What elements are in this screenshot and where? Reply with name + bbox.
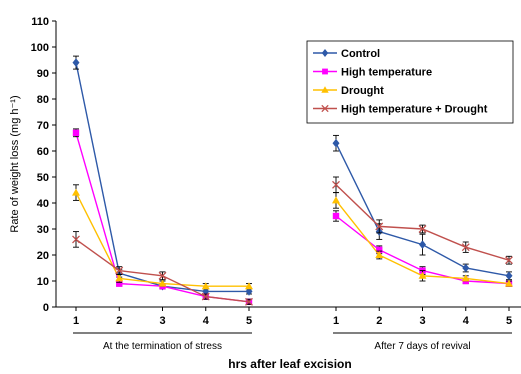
- data-point: [419, 240, 426, 249]
- data-point: [72, 188, 80, 196]
- y-tick-label: 60: [37, 146, 49, 158]
- data-point: [505, 279, 513, 287]
- series-line: [75, 238, 250, 303]
- legend-label: High temperature + Drought: [341, 104, 488, 116]
- x-tick-label: 1: [73, 315, 79, 327]
- data-point: [375, 222, 384, 231]
- x-tick-label: 5: [506, 315, 512, 327]
- legend-box: [306, 40, 514, 124]
- data-point: [245, 287, 253, 296]
- y-tick-label: 80: [37, 94, 49, 106]
- legend-marker: [321, 49, 329, 57]
- data-point: [116, 280, 123, 287]
- group-label: At the termination of stress: [103, 341, 222, 352]
- data-point: [202, 287, 210, 296]
- data-point: [461, 274, 470, 282]
- data-point: [461, 243, 470, 252]
- data-point: [72, 235, 80, 244]
- y-tick-label: 70: [37, 120, 49, 132]
- data-point: [201, 282, 210, 290]
- data-point: [418, 271, 427, 279]
- x-tick-label: 1: [333, 315, 339, 327]
- data-point: [332, 212, 340, 220]
- data-point: [505, 271, 513, 281]
- data-point: [418, 225, 427, 233]
- legend-label: Control: [341, 48, 380, 60]
- y-tick-label: 30: [37, 224, 49, 236]
- data-point: [158, 279, 167, 287]
- data-point: [332, 138, 340, 148]
- data-point: [245, 297, 253, 306]
- y-tick-label: 90: [37, 68, 49, 80]
- data-point: [332, 180, 340, 189]
- y-tick-label: 40: [37, 198, 49, 210]
- data-point: [245, 282, 253, 290]
- data-point: [375, 251, 384, 258]
- data-point: [201, 292, 210, 301]
- x-tick-label: 4: [203, 315, 210, 327]
- legend-marker: [321, 86, 329, 93]
- legend-marker: [322, 68, 328, 75]
- x-tick-label: 3: [419, 315, 425, 327]
- x-tick-label: 2: [116, 315, 122, 327]
- legend-marker: [321, 104, 329, 113]
- data-point: [332, 196, 340, 204]
- data-point: [158, 271, 167, 280]
- data-point: [72, 129, 80, 136]
- legend: Control High temperature Drought High tempe…: [306, 40, 514, 124]
- data-point: [72, 58, 80, 67]
- x-tick-label: 2: [376, 315, 382, 327]
- y-tick-label: 20: [37, 250, 49, 262]
- x-axis-label: hrs after leaf excision: [228, 357, 351, 371]
- y-tick-label: 110: [31, 16, 49, 28]
- y-tick-label: 100: [31, 42, 49, 54]
- y-axis-label: Rate of weight loss (mg h⁻¹): [9, 95, 21, 232]
- x-tick-label: 5: [246, 315, 252, 327]
- x-tick-label: 4: [463, 315, 470, 327]
- data-point: [115, 266, 124, 275]
- data-point: [376, 246, 383, 253]
- data-point: [115, 274, 124, 282]
- legend-label: Drought: [341, 85, 384, 97]
- y-tick-label: 0: [43, 302, 49, 314]
- data-point: [505, 256, 513, 265]
- series-line: [75, 62, 249, 293]
- data-point: [462, 263, 470, 273]
- x-tick-label: 3: [159, 315, 165, 327]
- plot-area: [72, 55, 513, 306]
- legend-label: High temperature: [341, 67, 432, 79]
- y-tick-label: 10: [37, 276, 49, 288]
- y-tick-label: 50: [37, 172, 49, 184]
- group-label: After 7 days of revival: [374, 341, 470, 352]
- axes: 0 10 20 30 40 50 60 70 80 90 100 110 1 2 3 4 5 At the ter…: [31, 16, 521, 352]
